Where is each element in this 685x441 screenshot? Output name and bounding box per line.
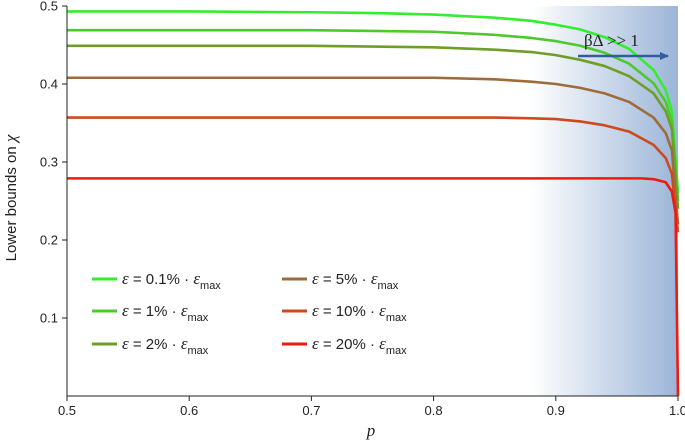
legend: ε = 0.1% · εmax ε = 1% · εmax ε = 2% · εma… (92, 269, 407, 357)
y-tick-label: 0.4 (40, 77, 58, 92)
x-tick-label: 0.7 (302, 403, 320, 418)
y-tick-label: 0.2 (40, 233, 58, 248)
series-lines (67, 10, 680, 397)
series-line-2 (67, 28, 680, 202)
y-tick-label: 0.1 (40, 311, 58, 326)
y-tick-label: 0.5 (40, 0, 58, 14)
legend-label: ε = 2% · εmax (122, 334, 209, 357)
legend-item-3: ε = 2% · εmax (92, 334, 209, 357)
legend-label: ε = 20% · εmax (312, 334, 407, 357)
series-line-5 (67, 116, 680, 233)
x-tick-label: 0.8 (425, 403, 443, 418)
series-line-3 (67, 44, 680, 209)
legend-item-1: ε = 0.1% · εmax (92, 269, 221, 292)
series-line-4 (67, 76, 680, 225)
y-tick-label: 0.3 (40, 155, 58, 170)
y-axis-label-prefix: Lower bounds on (3, 142, 20, 261)
x-tick-label: 0.6 (180, 403, 198, 418)
series-line-6 (67, 177, 680, 397)
legend-item-2: ε = 1% · εmax (92, 301, 209, 324)
high-beta-delta-region (531, 6, 678, 396)
y-axis-label-var: χ (1, 134, 20, 144)
legend-label: ε = 1% · εmax (122, 301, 209, 324)
annotation: βΔ >> 1 (578, 31, 669, 60)
y-axis-label: Lower bounds on χ (1, 134, 20, 261)
legend-item-4: ε = 5% · εmax (282, 269, 399, 292)
x-axis-ticks: 0.5 0.6 0.7 0.8 0.9 1.0 (58, 396, 685, 418)
series-line-1 (67, 10, 680, 194)
x-tick-label: 1.0 (669, 403, 685, 418)
legend-item-6: ε = 20% · εmax (282, 334, 407, 357)
legend-label: ε = 5% · εmax (312, 269, 399, 292)
annotation-text: βΔ >> 1 (584, 31, 639, 50)
x-tick-label: 0.9 (547, 403, 565, 418)
x-tick-label: 0.5 (58, 403, 76, 418)
legend-label: ε = 10% · εmax (312, 301, 407, 324)
legend-label: ε = 0.1% · εmax (122, 269, 221, 292)
x-axis-label: p (366, 421, 376, 440)
y-axis-ticks: 0.1 0.2 0.3 0.4 0.5 (40, 0, 67, 326)
legend-item-5: ε = 10% · εmax (282, 301, 407, 324)
